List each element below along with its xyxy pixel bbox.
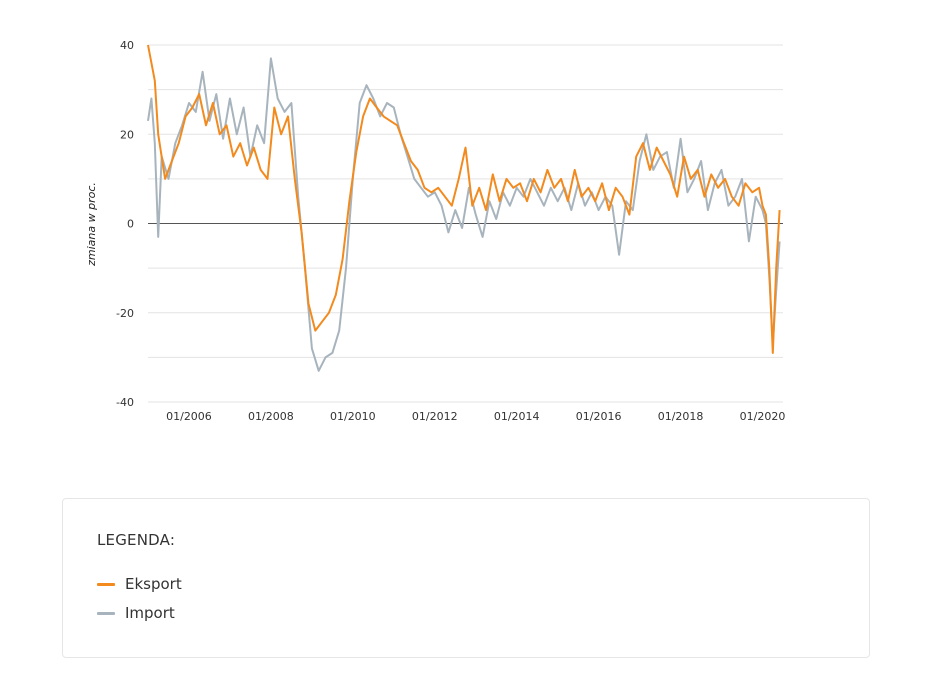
legend-item-eksport: Eksport — [97, 575, 182, 593]
legend-item-import: Import — [97, 604, 175, 622]
series-line-eksport — [147, 44, 781, 354]
y-tick-label: 20 — [120, 128, 134, 141]
x-tick-label: 01/2016 — [576, 410, 622, 423]
y-axis-ticks: 40 20 0 -20 -40 — [116, 39, 134, 409]
legend-panel: LEGENDA: Eksport Import — [62, 498, 870, 658]
x-tick-label: 01/2008 — [248, 410, 294, 423]
x-tick-label: 01/2010 — [330, 410, 376, 423]
y-tick-label: -20 — [116, 307, 134, 320]
x-axis-ticks: 01/2006 01/2008 01/2010 01/2012 01/2014 01/20… — [166, 410, 785, 423]
legend-swatch-eksport — [97, 582, 115, 586]
chart-series — [147, 44, 781, 372]
legend-label-import: Import — [125, 604, 175, 622]
series-line-import — [147, 57, 781, 372]
legend-title: LEGENDA: — [97, 531, 176, 549]
y-tick-label: -40 — [116, 396, 134, 409]
x-tick-label: 01/2012 — [412, 410, 458, 423]
chart-grid — [148, 44, 783, 403]
y-axis-label: zmiana w proc. — [85, 182, 98, 267]
x-tick-label: 01/2018 — [658, 410, 704, 423]
y-tick-label: 0 — [127, 218, 134, 231]
x-tick-label: 01/2020 — [740, 410, 786, 423]
line-chart: 40 20 0 -20 -40 01/2006 01/2008 01/2010 01/2012… — [85, 39, 785, 423]
x-tick-label: 01/2014 — [494, 410, 540, 423]
y-tick-label: 40 — [120, 39, 134, 52]
legend-label-eksport: Eksport — [125, 575, 182, 593]
x-tick-label: 01/2006 — [166, 410, 212, 423]
legend-swatch-import — [97, 611, 115, 615]
